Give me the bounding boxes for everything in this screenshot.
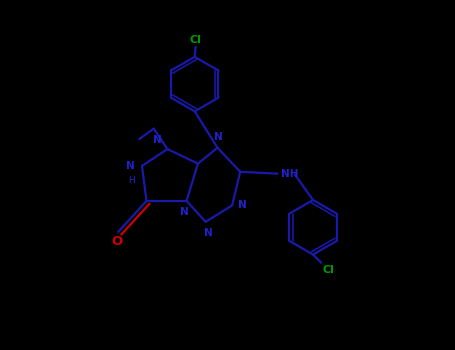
- Text: Cl: Cl: [190, 35, 202, 44]
- Text: N: N: [153, 135, 162, 146]
- Text: O: O: [112, 236, 123, 248]
- Text: H: H: [128, 176, 135, 185]
- Text: N: N: [126, 161, 135, 171]
- Text: Cl: Cl: [322, 265, 334, 275]
- Text: N: N: [214, 132, 223, 142]
- Text: N: N: [180, 207, 189, 217]
- Text: NH: NH: [281, 169, 298, 178]
- Text: N: N: [203, 228, 212, 238]
- Text: N: N: [238, 201, 247, 210]
